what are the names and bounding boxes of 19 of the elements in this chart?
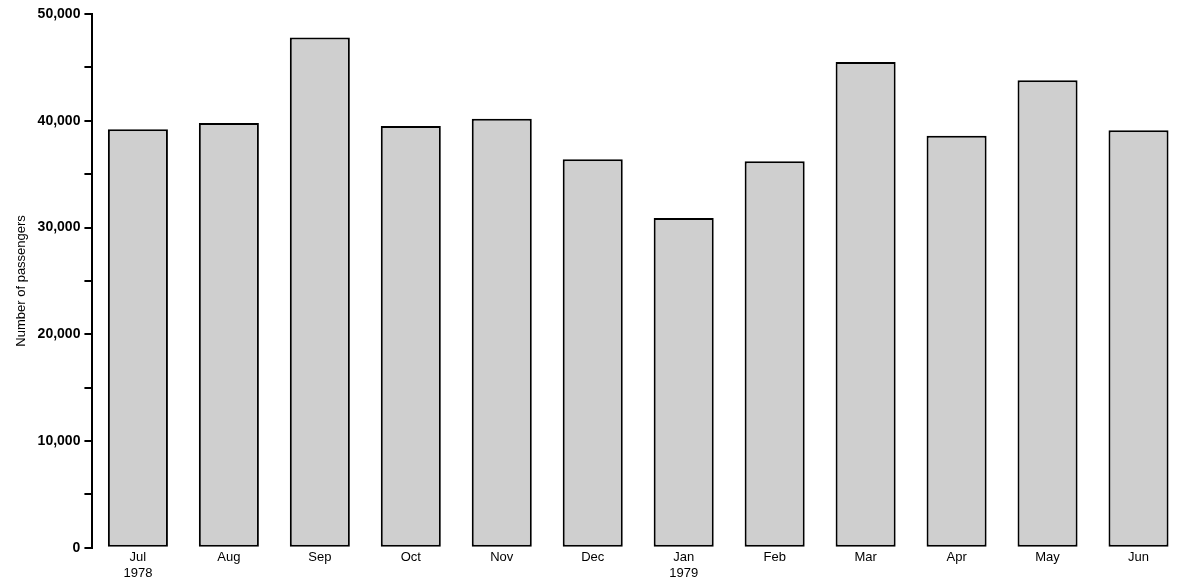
y-tick-label: 30,000 bbox=[37, 218, 81, 235]
y-tick-label: 20,000 bbox=[37, 325, 81, 342]
y-tick-label: 50,000 bbox=[37, 4, 81, 21]
x-tick-label: Apr bbox=[946, 549, 968, 565]
x-tick-label: May bbox=[1035, 549, 1061, 565]
y-tick-label: 10,000 bbox=[37, 431, 81, 448]
y-tick-label: 0 bbox=[72, 538, 81, 555]
x-tick-label: Mar bbox=[854, 549, 878, 565]
x-tick-label: Jan 1979 bbox=[669, 549, 699, 580]
x-tick-label: Jun bbox=[1128, 549, 1149, 565]
x-tick-label: Dec bbox=[581, 549, 605, 565]
x-tick-label: Aug bbox=[217, 549, 241, 565]
y-tick-label: 40,000 bbox=[37, 111, 81, 128]
x-tick-label: Sep bbox=[308, 549, 332, 565]
x-tick-label: Oct bbox=[400, 549, 422, 565]
x-tick-label: Feb bbox=[763, 549, 786, 565]
x-tick-label: Nov bbox=[490, 549, 514, 565]
x-tick-label: Jul 1978 bbox=[123, 549, 153, 580]
y-axis-title: Number of passengers bbox=[13, 214, 29, 347]
